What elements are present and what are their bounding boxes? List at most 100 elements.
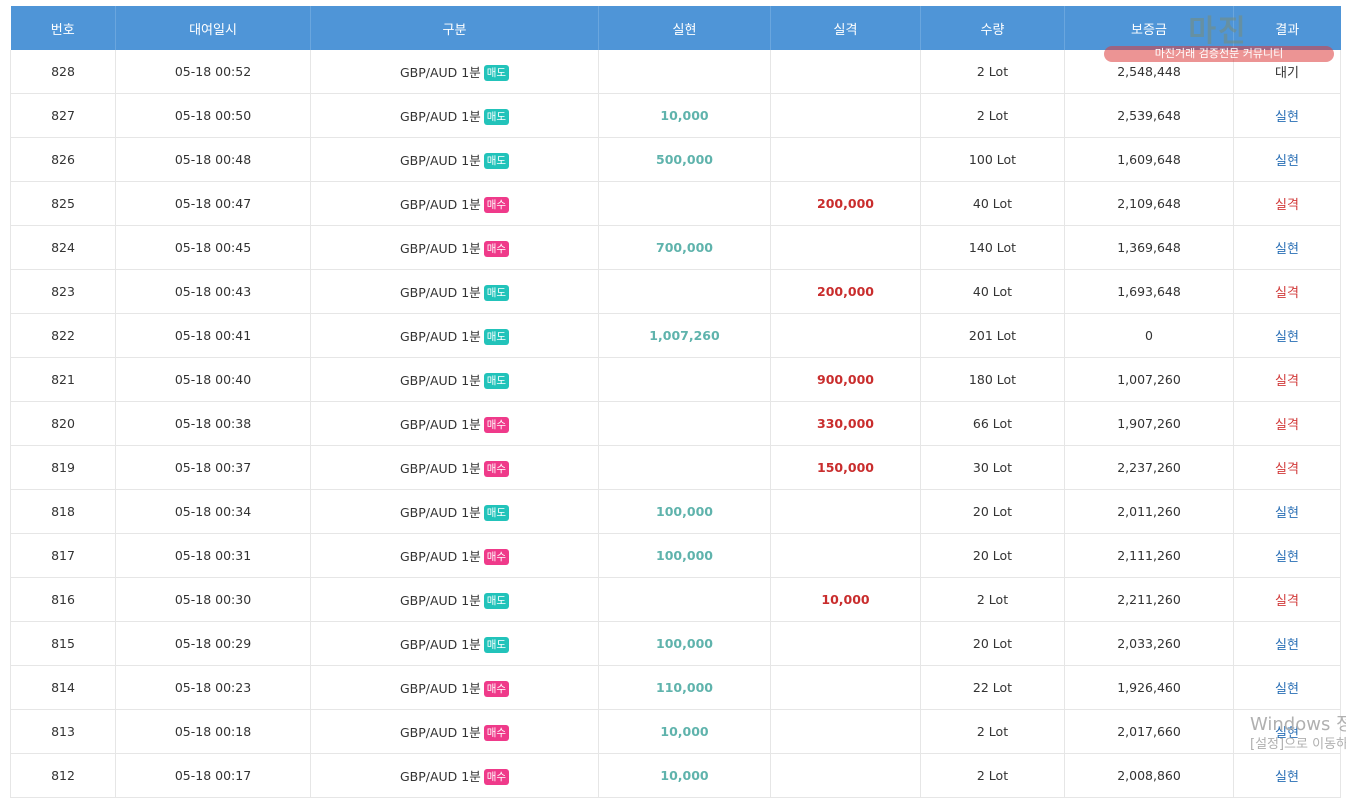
cell-result[interactable]: 실현 — [1233, 665, 1341, 710]
cell-loss — [770, 93, 921, 138]
col-header-profit[interactable]: 실현 — [598, 6, 771, 50]
cell-deposit: 2,011,260 — [1064, 489, 1234, 534]
cell-datetime: 05-18 00:31 — [115, 533, 311, 578]
cell-quantity: 30 Lot — [920, 445, 1065, 490]
cell-result[interactable]: 실현 — [1233, 489, 1341, 534]
table-row[interactable]: 825 05-18 00:47 GBP/AUD 1분 매수 200,000 40 Lot 2… — [10, 181, 1341, 226]
cell-loss: 200,000 — [770, 269, 921, 314]
cell-datetime: 05-18 00:48 — [115, 137, 311, 182]
cell-result[interactable]: 실현 — [1233, 225, 1341, 270]
col-header-result[interactable]: 결과 — [1233, 6, 1341, 50]
buy-badge: 매수 — [483, 197, 510, 213]
sell-badge: 매도 — [483, 153, 510, 169]
cell-deposit: 2,237,260 — [1064, 445, 1234, 490]
table-row[interactable]: 819 05-18 00:37 GBP/AUD 1분 매수 150,000 30 Lot 2… — [10, 445, 1341, 490]
cell-type: GBP/AUD 1분 매도 — [310, 93, 599, 138]
cell-profit: 100,000 — [598, 533, 771, 578]
cell-profit — [598, 445, 771, 490]
cell-number: 813 — [10, 709, 116, 754]
cell-result[interactable]: 실격 — [1233, 269, 1341, 314]
cell-result[interactable]: 실격 — [1233, 445, 1341, 490]
cell-type: GBP/AUD 1분 매수 — [310, 401, 599, 446]
cell-deposit: 2,008,860 — [1064, 753, 1234, 798]
table-row[interactable]: 812 05-18 00:17 GBP/AUD 1분 매수 10,000 2 Lot 2,0… — [10, 753, 1341, 798]
table-row[interactable]: 816 05-18 00:30 GBP/AUD 1분 매도 10,000 2 Lot 2,2… — [10, 577, 1341, 622]
table-row[interactable]: 822 05-18 00:41 GBP/AUD 1분 매도 1,007,260 201 L… — [10, 313, 1341, 358]
table-body: 828 05-18 00:52 GBP/AUD 1분 매도 2 Lot 2,548,448… — [10, 50, 1341, 798]
cell-profit — [598, 577, 771, 622]
table-row[interactable]: 813 05-18 00:18 GBP/AUD 1분 매수 10,000 2 Lot 2,0… — [10, 709, 1341, 754]
pair-label: GBP/AUD 1분 — [399, 109, 481, 124]
cell-deposit: 1,369,648 — [1064, 225, 1234, 270]
cell-quantity: 20 Lot — [920, 533, 1065, 578]
cell-deposit: 1,693,648 — [1064, 269, 1234, 314]
cell-number: 814 — [10, 665, 116, 710]
cell-result[interactable]: 실현 — [1233, 621, 1341, 666]
cell-result[interactable]: 실현 — [1233, 533, 1341, 578]
cell-type: GBP/AUD 1분 매도 — [310, 50, 599, 94]
col-header-number[interactable]: 번호 — [10, 6, 116, 50]
cell-loss — [770, 621, 921, 666]
cell-result[interactable]: 실현 — [1233, 709, 1341, 754]
cell-result[interactable]: 대기 — [1233, 50, 1341, 94]
pair-label: GBP/AUD 1분 — [399, 65, 481, 80]
cell-result[interactable]: 실격 — [1233, 357, 1341, 402]
cell-datetime: 05-18 00:38 — [115, 401, 311, 446]
pair-label: GBP/AUD 1분 — [399, 153, 481, 168]
cell-quantity: 40 Lot — [920, 269, 1065, 314]
cell-number: 828 — [10, 50, 116, 94]
table-row[interactable]: 826 05-18 00:48 GBP/AUD 1분 매도 500,000 100 Lot… — [10, 137, 1341, 182]
sell-badge: 매도 — [483, 373, 510, 389]
table-row[interactable]: 821 05-18 00:40 GBP/AUD 1분 매도 900,000 180 Lot… — [10, 357, 1341, 402]
table-row[interactable]: 823 05-18 00:43 GBP/AUD 1분 매도 200,000 40 Lot 1… — [10, 269, 1341, 314]
cell-quantity: 66 Lot — [920, 401, 1065, 446]
cell-datetime: 05-18 00:34 — [115, 489, 311, 534]
table-row[interactable]: 828 05-18 00:52 GBP/AUD 1분 매도 2 Lot 2,548,448… — [10, 50, 1341, 94]
table-row[interactable]: 817 05-18 00:31 GBP/AUD 1분 매수 100,000 20 Lot 2… — [10, 533, 1341, 578]
cell-profit: 10,000 — [598, 709, 771, 754]
cell-number: 817 — [10, 533, 116, 578]
table-row[interactable]: 827 05-18 00:50 GBP/AUD 1분 매도 10,000 2 Lot 2,5… — [10, 93, 1341, 138]
col-header-datetime[interactable]: 대여일시 — [115, 6, 311, 50]
cell-datetime: 05-18 00:45 — [115, 225, 311, 270]
cell-deposit: 0 — [1064, 313, 1234, 358]
cell-type: GBP/AUD 1분 매도 — [310, 577, 599, 622]
cell-profit — [598, 269, 771, 314]
col-header-loss[interactable]: 실격 — [770, 6, 921, 50]
cell-result[interactable]: 실현 — [1233, 93, 1341, 138]
cell-quantity: 2 Lot — [920, 753, 1065, 798]
cell-number: 820 — [10, 401, 116, 446]
cell-result[interactable]: 실현 — [1233, 313, 1341, 358]
cell-quantity: 22 Lot — [920, 665, 1065, 710]
col-header-quantity[interactable]: 수량 — [920, 6, 1065, 50]
cell-loss: 150,000 — [770, 445, 921, 490]
cell-deposit: 2,017,660 — [1064, 709, 1234, 754]
cell-datetime: 05-18 00:40 — [115, 357, 311, 402]
cell-result[interactable]: 실격 — [1233, 181, 1341, 226]
cell-profit: 500,000 — [598, 137, 771, 182]
cell-result[interactable]: 실현 — [1233, 137, 1341, 182]
cell-datetime: 05-18 00:29 — [115, 621, 311, 666]
cell-result[interactable]: 실현 — [1233, 753, 1341, 798]
cell-profit: 10,000 — [598, 753, 771, 798]
table-row[interactable]: 818 05-18 00:34 GBP/AUD 1분 매도 100,000 20 Lot 2… — [10, 489, 1341, 534]
col-header-type[interactable]: 구분 — [310, 6, 599, 50]
cell-type: GBP/AUD 1분 매도 — [310, 489, 599, 534]
table-row[interactable]: 815 05-18 00:29 GBP/AUD 1분 매도 100,000 20 Lot 2… — [10, 621, 1341, 666]
cell-loss — [770, 665, 921, 710]
cell-type: GBP/AUD 1분 매도 — [310, 269, 599, 314]
cell-number: 819 — [10, 445, 116, 490]
cell-datetime: 05-18 00:37 — [115, 445, 311, 490]
cell-number: 812 — [10, 753, 116, 798]
col-header-deposit[interactable]: 보증금 — [1064, 6, 1234, 50]
sell-badge: 매도 — [483, 109, 510, 125]
table-row[interactable]: 814 05-18 00:23 GBP/AUD 1분 매수 110,000 22 Lot 1… — [10, 665, 1341, 710]
cell-number: 815 — [10, 621, 116, 666]
cell-result[interactable]: 실격 — [1233, 577, 1341, 622]
cell-number: 821 — [10, 357, 116, 402]
table-row[interactable]: 820 05-18 00:38 GBP/AUD 1분 매수 330,000 66 Lot 1… — [10, 401, 1341, 446]
cell-result[interactable]: 실격 — [1233, 401, 1341, 446]
buy-badge: 매수 — [483, 549, 510, 565]
table-row[interactable]: 824 05-18 00:45 GBP/AUD 1분 매수 700,000 140 Lot… — [10, 225, 1341, 270]
cell-deposit: 2,548,448 — [1064, 50, 1234, 94]
